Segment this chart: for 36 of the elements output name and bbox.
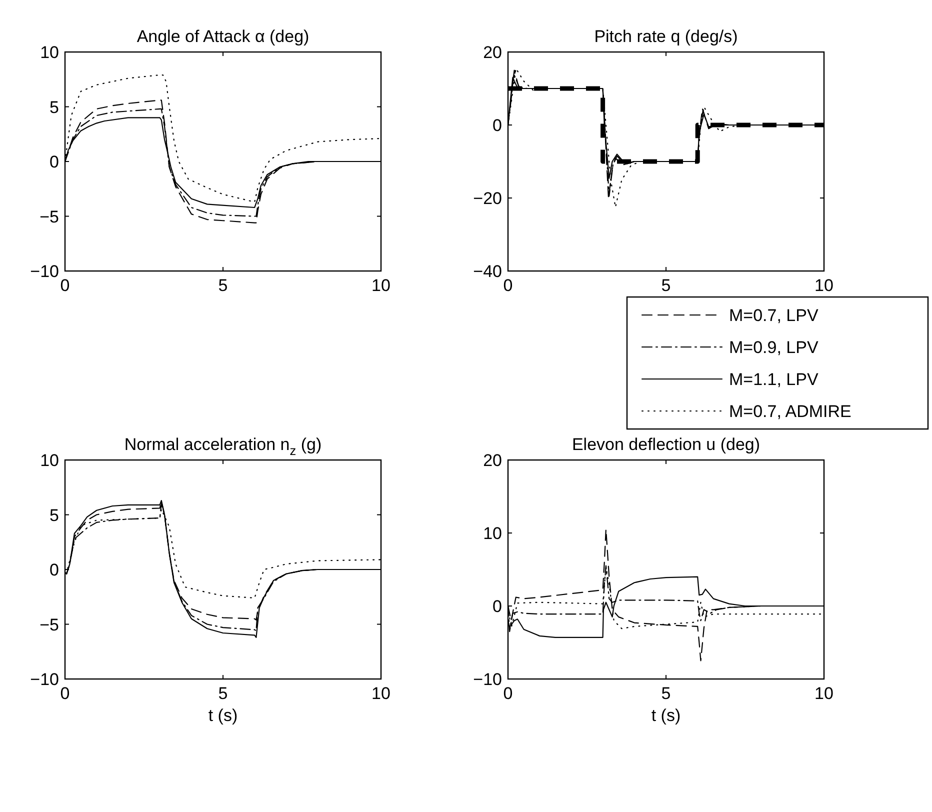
- x-tick-label: 5: [218, 276, 228, 295]
- y-tick-label: −10: [30, 262, 59, 281]
- x-tick-label: 10: [814, 276, 834, 295]
- x-tick-label: 5: [661, 684, 671, 703]
- x-tick-label: 10: [372, 276, 390, 295]
- chart-title: Angle of Attack α (deg): [136, 27, 310, 46]
- y-tick-label: −10: [473, 670, 502, 689]
- y-tick-label: 5: [50, 506, 59, 525]
- legend-label: M=0.7, ADMIRE: [729, 402, 852, 421]
- y-tick-label: 0: [50, 560, 59, 580]
- y-tick-label: −5: [40, 207, 59, 226]
- legend-label: M=0.9, LPV: [729, 338, 819, 357]
- x-tick-label: 5: [661, 276, 671, 295]
- y-tick-label: 20: [483, 451, 502, 470]
- x-axis-title: t (s): [208, 706, 238, 725]
- y-tick-label: −10: [30, 670, 59, 689]
- chart-title: Pitch rate q (deg/s): [594, 27, 738, 46]
- y-tick-label: −5: [40, 615, 59, 634]
- x-tick-label: 5: [218, 684, 228, 703]
- chart-title: Elevon deflection u (deg): [572, 435, 760, 454]
- y-tick-label: 0: [50, 152, 59, 172]
- y-tick-label: 10: [483, 524, 502, 543]
- chart-title: Normal acceleration n$_{z}$ (g): [124, 435, 322, 458]
- x-tick-label: 10: [814, 684, 834, 703]
- y-tick-label: 20: [483, 43, 502, 62]
- legend-label: M=0.7, LPV: [729, 306, 819, 325]
- x-axis-title: t (s): [651, 706, 681, 725]
- y-tick-label: 10: [40, 43, 59, 62]
- y-tick-label: 0: [492, 116, 502, 135]
- y-tick-label: 0: [492, 597, 502, 616]
- y-tick-label: −40: [473, 262, 502, 281]
- legend-label: M=1.1, LPV: [729, 370, 819, 389]
- y-tick-label: 5: [50, 98, 59, 117]
- x-tick-label: 10: [372, 684, 390, 703]
- y-tick-label: −20: [473, 189, 502, 208]
- y-tick-label: 10: [40, 451, 59, 470]
